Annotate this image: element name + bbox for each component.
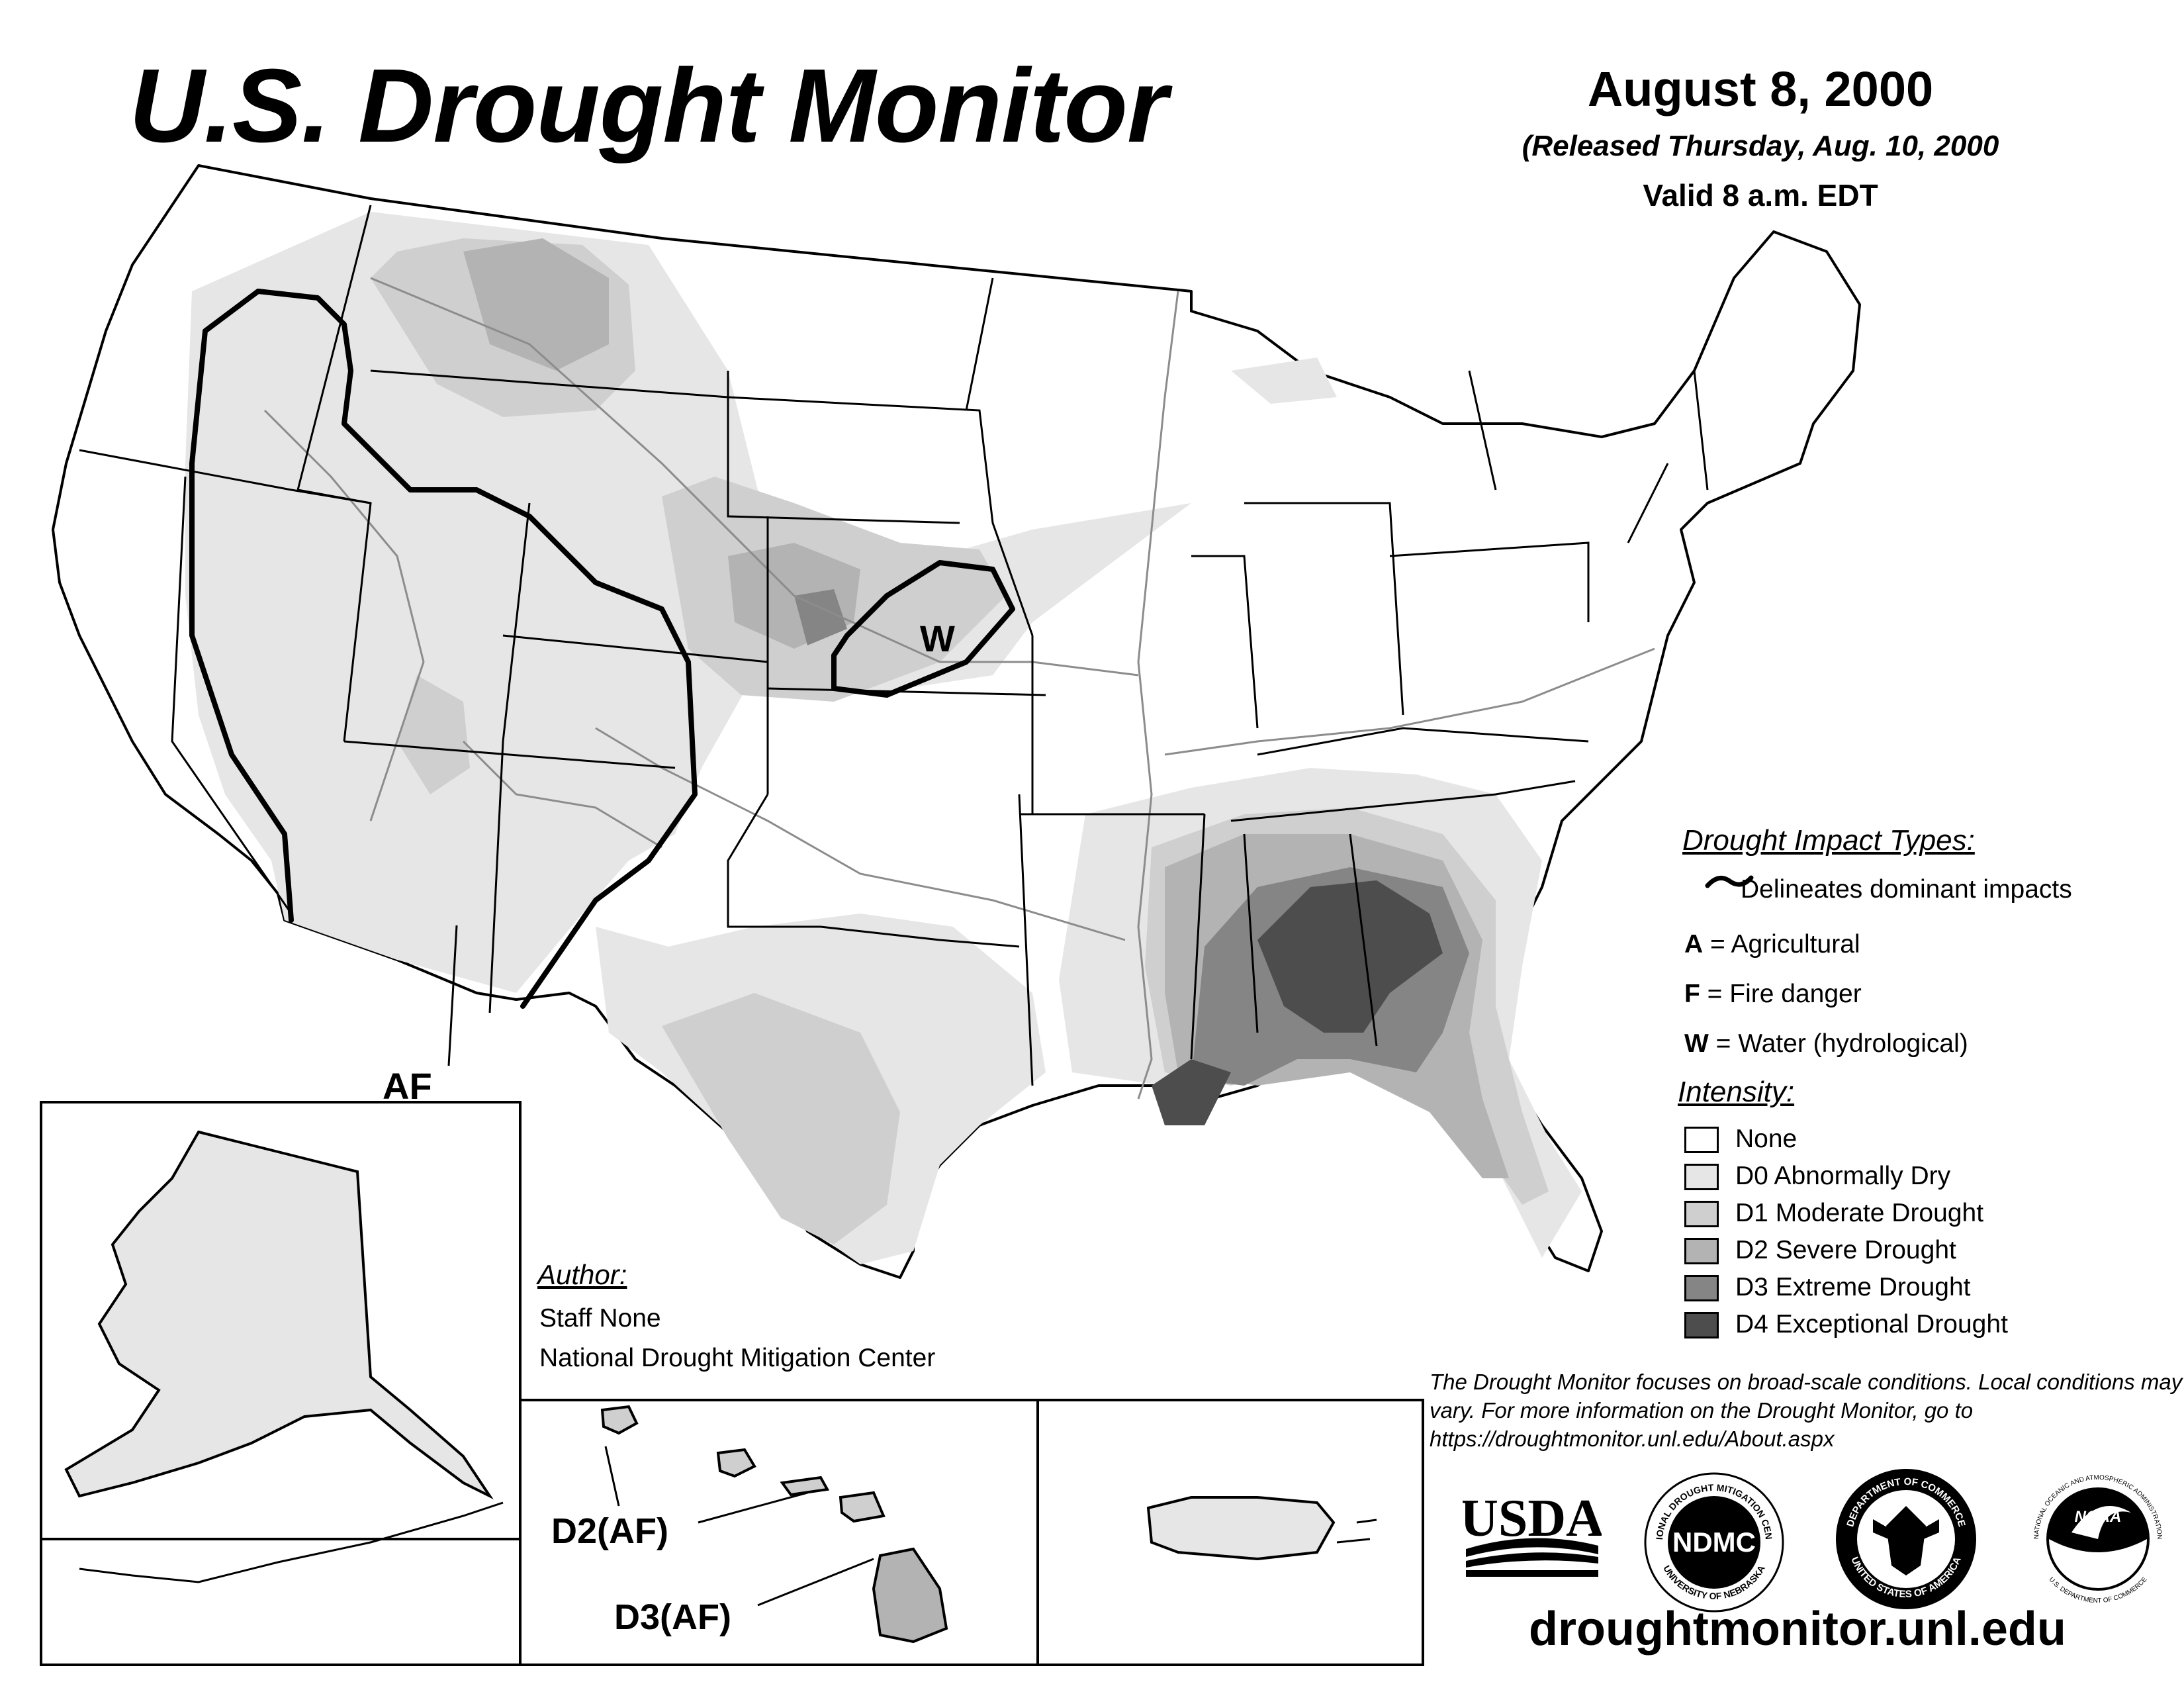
swatch-d2 [1684, 1238, 1719, 1264]
impact-fire: F = Fire danger [1684, 980, 1862, 1008]
intensity-d4: D4 Exceptional Drought [1735, 1310, 2008, 1338]
svg-text:USDA: USDA [1463, 1489, 1602, 1548]
map-title: U.S. Drought Monitor [129, 48, 1167, 164]
usda-logo: USDA [1463, 1489, 1602, 1577]
intensity-d1: D1 Moderate Drought [1735, 1199, 1984, 1227]
impact-delineates-text: Delineates dominant impacts [1741, 875, 2072, 904]
hawaii-islands [600, 1405, 948, 1644]
hawaii-d2-label: D2(AF) [551, 1511, 668, 1551]
swatch-d4 [1684, 1312, 1719, 1338]
d4-regions [1152, 880, 1443, 1125]
intensity-d3: D3 Extreme Drought [1735, 1273, 1971, 1301]
ag-fire-impact-label: AF [383, 1065, 432, 1107]
impact-legend-heading: Drought Impact Types: [1682, 824, 1975, 857]
author-name: Staff None [539, 1304, 661, 1333]
ndmc-logo: NATIONAL DROUGHT MITIGATION CENTER UNIVE… [1641, 1470, 1784, 1613]
intensity-legend-heading: Intensity: [1678, 1076, 1795, 1108]
swatch-none [1684, 1127, 1719, 1153]
intensity-d0: D0 Abnormally Dry [1735, 1162, 1951, 1190]
impact-agricultural: A = Agricultural [1684, 930, 1860, 959]
state-boundaries [79, 205, 1709, 1086]
impact-boundaries [189, 289, 1754, 1009]
noaa-logo: NATIONAL OCEANIC AND ATMOSPHERIC ADMINIS… [2033, 1474, 2163, 1605]
hawaii-callouts [447, 925, 874, 1607]
alaska-land [64, 1130, 494, 1500]
water-impact-label: W [920, 618, 955, 659]
commerce-seal-logo: DEPARTMENT OF COMMERCE UNITED STATES OF … [1836, 1469, 1976, 1609]
svg-text:NOAA: NOAA [2075, 1508, 2122, 1526]
hawaii-d3-label: D3(AF) [614, 1597, 731, 1637]
svg-text:NDMC: NDMC [1672, 1526, 1756, 1558]
map-date: August 8, 2000 [1587, 62, 1934, 117]
intensity-d2: D2 Severe Drought [1735, 1236, 1956, 1264]
release-date: (Released Thursday, Aug. 10, 2000 [1522, 130, 1999, 162]
intensity-none: None [1735, 1125, 1797, 1153]
puerto-rico-land [1146, 1496, 1336, 1561]
swatch-d1 [1684, 1201, 1719, 1227]
author-heading: Author: [537, 1259, 627, 1290]
swatch-d0 [1684, 1164, 1719, 1190]
disclaimer-text: The Drought Monitor focuses on broad-sca… [1430, 1370, 2183, 1451]
swatch-d3 [1684, 1275, 1719, 1301]
valid-time: Valid 8 a.m. EDT [1643, 178, 1878, 212]
impact-water: W = Water (hydrological) [1684, 1029, 1968, 1058]
site-url[interactable]: droughtmonitor.unl.edu [1529, 1603, 2066, 1656]
author-org: National Drought Mitigation Center [539, 1344, 936, 1372]
